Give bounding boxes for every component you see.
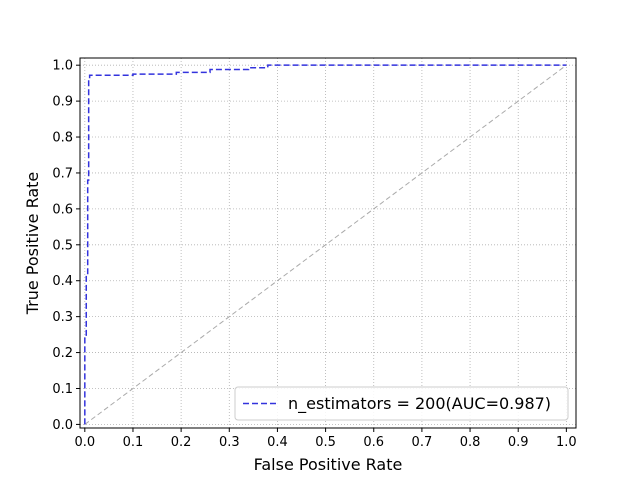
- x-axis-ticks: 0.0 0.1 0.2 0.3 0.4 0.5 0.6 0.7 0.8 0.9 1.0: [74, 428, 577, 450]
- y-tick-label: 0.9: [52, 95, 73, 110]
- roc-curve-series-0: [84, 64, 567, 425]
- y-tick-label: 0.3: [52, 310, 73, 325]
- y-axis-ticks: 0.0 0.1 0.2 0.3 0.4 0.5 0.6 0.7 0.8 0.9 1.0: [52, 59, 80, 433]
- x-tick-label: 0.3: [219, 435, 240, 450]
- x-tick-label: 0.5: [315, 435, 336, 450]
- x-tick-label: 0.8: [460, 435, 481, 450]
- y-tick-label: 0.2: [52, 346, 73, 361]
- y-tick-label: 1.0: [52, 59, 73, 74]
- plot-frame: [79, 57, 577, 429]
- x-tick-label: 0.9: [508, 435, 529, 450]
- x-tick-label: 1.0: [556, 435, 577, 450]
- legend-box: [234, 386, 569, 421]
- y-tick-label: 0.8: [52, 131, 73, 146]
- y-tick-label: 0.6: [52, 202, 73, 217]
- x-tick-label: 0.7: [412, 435, 433, 450]
- y-tick-label: 0.4: [52, 274, 73, 289]
- x-tick-label: 0.4: [267, 435, 288, 450]
- legend: n_estimators = 200(AUC=0.987): [234, 386, 569, 421]
- y-axis-title: True Positive Rate: [23, 172, 42, 316]
- diagonal-reference-line: [84, 64, 567, 425]
- plot-lines: [84, 64, 567, 425]
- y-tick-label: 0.0: [52, 418, 73, 433]
- y-tick-label: 0.7: [52, 166, 73, 181]
- y-tick-label: 0.5: [52, 238, 73, 253]
- legend-label-series-0: n_estimators = 200(AUC=0.987): [288, 394, 551, 414]
- x-tick-label: 0.1: [123, 435, 144, 450]
- x-tick-label: 0.0: [74, 435, 95, 450]
- y-tick-label: 0.1: [52, 382, 73, 397]
- x-tick-label: 0.6: [363, 435, 384, 450]
- x-axis-title: False Positive Rate: [254, 455, 403, 474]
- x-tick-label: 0.2: [171, 435, 192, 450]
